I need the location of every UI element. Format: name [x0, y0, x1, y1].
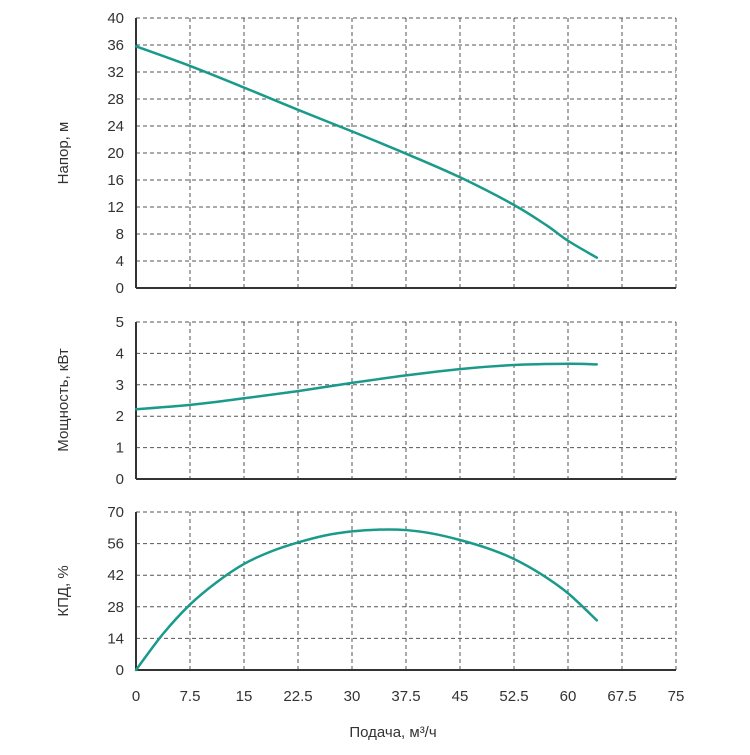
- y-tick-label: 42: [107, 567, 124, 584]
- y-tick-label: 32: [107, 64, 124, 81]
- y-tick-label: 4: [116, 253, 124, 270]
- x-tick-label: 60: [560, 688, 577, 705]
- y-tick-label: 36: [107, 37, 124, 54]
- x-tick-label: 67.5: [607, 688, 636, 705]
- x-tick-label: 45: [452, 688, 469, 705]
- efficiency-curve: [134, 528, 599, 672]
- power-curve: [134, 362, 599, 411]
- x-tick-label: 7.5: [180, 688, 201, 705]
- y-tick-label: 56: [107, 536, 124, 553]
- y-tick-label: 0: [116, 471, 124, 488]
- y-axis-title: Мощность, кВт: [55, 348, 72, 452]
- x-tick-label: 30: [344, 688, 361, 705]
- y-tick-label: 70: [107, 504, 124, 521]
- x-tick-label: 15: [236, 688, 253, 705]
- x-tick-label: 22.5: [283, 688, 312, 705]
- y-tick-label: 14: [107, 630, 124, 647]
- head-curve: [134, 45, 599, 259]
- y-tick-label: 12: [107, 199, 124, 216]
- y-tick-label: 24: [107, 118, 124, 135]
- y-tick-label: 0: [116, 280, 124, 297]
- y-tick-label: 28: [107, 599, 124, 616]
- y-tick-label: 28: [107, 91, 124, 108]
- y-tick-label: 8: [116, 226, 124, 243]
- y-tick-label: 1: [116, 440, 124, 457]
- x-tick-label: 52.5: [499, 688, 528, 705]
- y-tick-label: 16: [107, 172, 124, 189]
- y-tick-label: 5: [116, 314, 124, 331]
- x-tick-label: 75: [668, 688, 685, 705]
- x-tick-label: 0: [132, 688, 140, 705]
- y-tick-label: 3: [116, 377, 124, 394]
- y-tick-label: 4: [116, 345, 124, 362]
- x-axis-title: Подача, м³/ч: [349, 724, 436, 741]
- y-axis-title: Напор, м: [55, 122, 72, 185]
- y-tick-label: 40: [107, 10, 124, 27]
- y-axis-title: КПД, %: [55, 565, 72, 616]
- y-tick-label: 0: [116, 662, 124, 679]
- x-tick-label: 37.5: [391, 688, 420, 705]
- y-tick-label: 20: [107, 145, 124, 162]
- y-tick-label: 2: [116, 408, 124, 425]
